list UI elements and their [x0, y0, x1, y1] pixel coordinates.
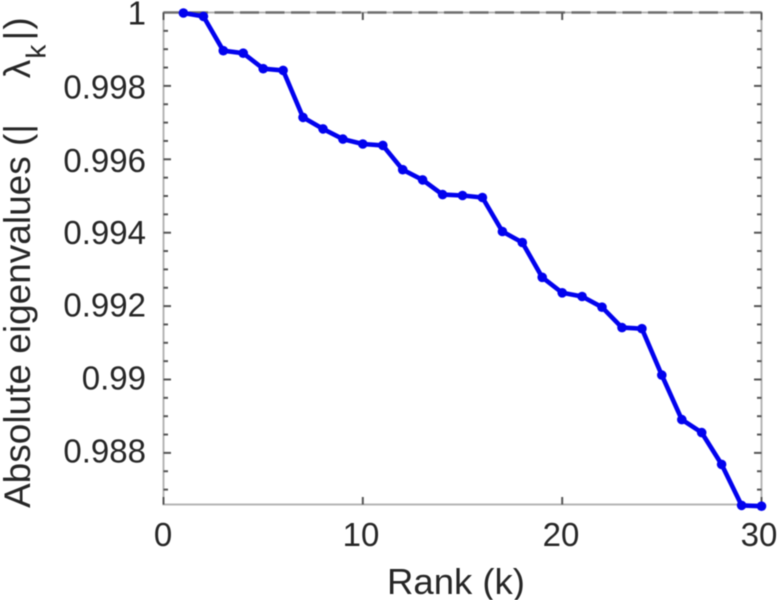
svg-text:Absolute eigenvalues (|: Absolute eigenvalues (|	[0, 124, 38, 508]
svg-text:0.998: 0.998	[63, 68, 146, 105]
svg-text:0.992: 0.992	[63, 287, 146, 324]
svg-text:Rank (k): Rank (k)	[387, 561, 525, 600]
svg-text:0: 0	[154, 516, 172, 553]
svg-text:0.988: 0.988	[63, 432, 146, 469]
svg-text:0.996: 0.996	[63, 142, 146, 179]
svg-text:1: 1	[128, 0, 146, 32]
svg-text:λk|): λk|)	[0, 16, 52, 78]
svg-text:20: 20	[543, 516, 580, 553]
svg-text:0.99: 0.99	[82, 360, 146, 397]
svg-text:10: 10	[343, 516, 380, 553]
svg-text:0.994: 0.994	[63, 214, 146, 251]
svg-text:30: 30	[741, 516, 778, 553]
